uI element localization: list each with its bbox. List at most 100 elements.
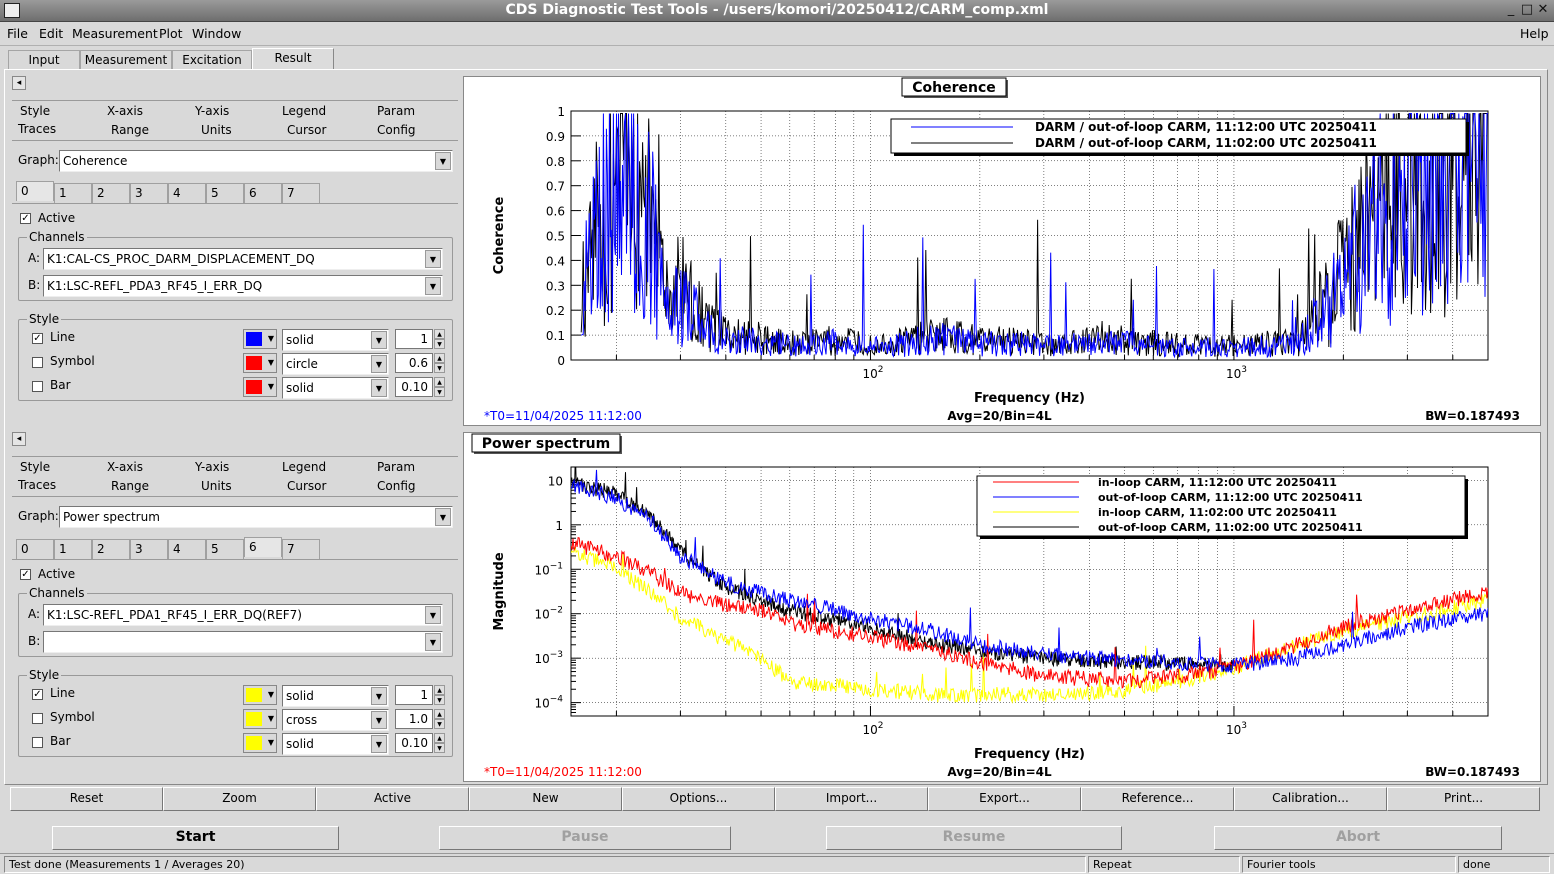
menu-measurement[interactable]: Measurement [72,26,158,41]
opt-tab-yaxis[interactable]: Y-axis [195,104,230,118]
tab-excitation[interactable]: Excitation [172,50,252,70]
print-button[interactable]: Print... [1387,787,1540,811]
symbol-color-picker[interactable]: ▼ [243,353,277,373]
opt-tab-config[interactable]: Config [377,479,416,493]
graph-select[interactable]: Power spectrum ▼ [59,506,453,528]
menu-window[interactable]: Window [192,26,242,41]
opt-tab-units[interactable]: Units [201,123,232,137]
bar-width-spinner[interactable]: 0.10 ▲ ▼ [395,377,445,397]
trace-tab[interactable]: 4 [168,183,206,203]
line-width-spinner[interactable]: 1 ▲ ▼ [395,329,445,349]
opt-tab-style[interactable]: Style [20,104,51,118]
line-style-select[interactable]: solid ▼ [282,329,389,351]
symbol-style-select[interactable]: circle ▼ [282,353,389,375]
active-checkbox[interactable]: ✓ [20,213,31,224]
chevron-down-icon[interactable]: ▼ [425,606,441,624]
channel-b-select[interactable]: ▼ [43,631,443,653]
graph-select[interactable]: Coherence ▼ [59,150,453,172]
coherence-chart[interactable]: Coherence 0 0.1 0.2 0.3 0.4 0.5 0.6 0.7 0.8 0.9 1 10… [464,77,1540,425]
pause-button[interactable]: Pause [439,826,731,850]
power-spectrum-chart[interactable]: Power spectrum 10 1 10−1 10−2 10−3 10−4 102 103 F… [464,433,1540,781]
chevron-down-icon[interactable]: ▼ [425,633,441,651]
opt-tab-legend[interactable]: Legend [282,104,327,118]
tab-input[interactable]: Input [8,50,80,70]
line-checkbox[interactable]: ✓ [32,333,43,344]
reference-button[interactable]: Reference... [1081,787,1234,811]
maximize-icon[interactable]: □ [1520,2,1534,17]
line-style-select[interactable]: solid ▼ [282,685,389,707]
symbol-checkbox[interactable] [32,357,43,368]
symbol-style-select[interactable]: cross ▼ [282,709,389,731]
opt-tab-param[interactable]: Param [377,104,416,118]
menu-file[interactable]: File [7,26,28,41]
channel-b-select[interactable]: K1:LSC-REFL_PDA3_RF45_I_ERR_DQ ▼ [43,275,443,297]
bar-checkbox[interactable] [32,737,43,748]
symbol-checkbox[interactable] [32,713,43,724]
trace-tab[interactable]: 1 [54,183,92,203]
chevron-down-icon[interactable]: ▼ [371,331,387,349]
opt-tab-config[interactable]: Config [377,123,416,137]
active-checkbox[interactable]: ✓ [20,569,31,580]
opt-tab-range[interactable]: Range [111,479,150,493]
trace-tab[interactable]: 6 [244,183,282,203]
chevron-down-icon[interactable]: ▼ [425,250,441,268]
chevron-down-icon[interactable]: ▼ [435,152,451,170]
line-checkbox[interactable]: ✓ [32,689,43,700]
chevron-down-icon[interactable]: ▼ [371,687,387,705]
trace-tab[interactable]: 7 [282,539,320,559]
channel-a-select[interactable]: K1:LSC-REFL_PDA1_RF45_I_ERR_DQ(REF7) ▼ [43,604,443,626]
trace-tab[interactable]: 3 [130,183,168,203]
symbol-size-spinner[interactable]: 0.6 ▲ ▼ [395,353,445,373]
chevron-down-icon[interactable]: ▼ [435,508,451,526]
opt-tab-traces[interactable]: Traces [18,122,57,136]
bar-color-picker[interactable]: ▼ [243,733,277,753]
close-icon[interactable]: ✕ [1537,2,1549,17]
chevron-down-icon[interactable]: ▼ [371,379,387,397]
bar-style-select[interactable]: solid ▼ [282,733,389,755]
trace-tab[interactable]: 5 [206,183,244,203]
menu-help[interactable]: Help [1520,26,1549,41]
bar-checkbox[interactable] [32,381,43,392]
line-width-spinner[interactable]: 1 ▲ ▼ [395,685,445,705]
opt-tab-traces[interactable]: Traces [18,478,57,492]
start-button[interactable]: Start [52,826,339,850]
trace-tab[interactable]: 6 [244,537,282,557]
opt-tab-legend[interactable]: Legend [282,460,327,474]
trace-tab[interactable]: 7 [282,183,320,203]
trace-tab[interactable]: 0 [16,539,54,559]
abort-button[interactable]: Abort [1214,826,1502,850]
export-button[interactable]: Export... [928,787,1081,811]
window-menu-icon[interactable] [4,3,20,18]
new-button[interactable]: New [469,787,622,811]
bar-width-spinner[interactable]: 0.10 ▲ ▼ [395,733,445,753]
trace-tab[interactable]: 4 [168,539,206,559]
tab-measurement[interactable]: Measurement [80,50,172,70]
opt-tab-xaxis[interactable]: X-axis [107,104,143,118]
opt-tab-yaxis[interactable]: Y-axis [195,460,230,474]
chevron-down-icon[interactable]: ▼ [425,277,441,295]
trace-tab[interactable]: 3 [130,539,168,559]
trace-tab[interactable]: 1 [54,539,92,559]
reset-button[interactable]: Reset [10,787,163,811]
trace-tab[interactable]: 2 [92,539,130,559]
tab-result[interactable]: Result [252,48,334,70]
bar-color-picker[interactable]: ▼ [243,377,277,397]
chevron-down-icon[interactable]: ▼ [371,735,387,753]
symbol-color-picker[interactable]: ▼ [243,709,277,729]
channel-a-select[interactable]: K1:CAL-CS_PROC_DARM_DISPLACEMENT_DQ ▼ [43,248,443,270]
trace-tab[interactable]: 0 [16,181,54,201]
resume-button[interactable]: Resume [826,826,1122,850]
coherence-plot-pad[interactable]: Coherence 0 0.1 0.2 0.3 0.4 0.5 0.6 0.7 0.8 0.9 1 10… [463,76,1541,426]
chevron-down-icon[interactable]: ▼ [371,355,387,373]
menu-edit[interactable]: Edit [39,26,64,41]
opt-tab-cursor[interactable]: Cursor [287,479,327,493]
opt-tab-param[interactable]: Param [377,460,416,474]
opt-tab-style[interactable]: Style [20,460,51,474]
options-button[interactable]: Options... [622,787,775,811]
power-spectrum-plot-pad[interactable]: Power spectrum 10 1 10−1 10−2 10−3 10−4 102 103 F… [463,432,1541,782]
calibration-button[interactable]: Calibration... [1234,787,1387,811]
chevron-down-icon[interactable]: ▼ [371,711,387,729]
symbol-size-spinner[interactable]: 1.0 ▲ ▼ [395,709,445,729]
opt-tab-units[interactable]: Units [201,479,232,493]
zoom-button[interactable]: Zoom [163,787,316,811]
